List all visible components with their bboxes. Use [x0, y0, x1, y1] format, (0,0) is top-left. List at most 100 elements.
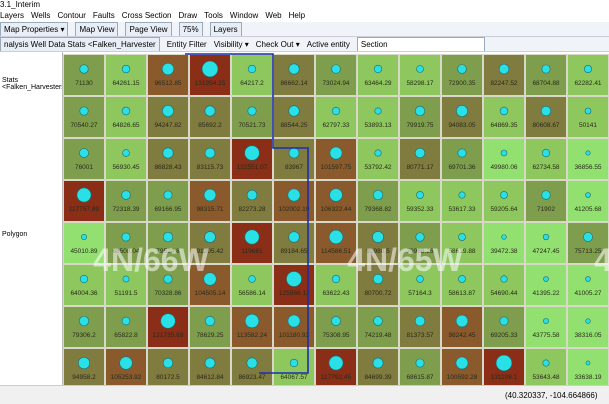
grid-cell: [189, 138, 231, 180]
cell-value: 84699.39: [364, 374, 391, 381]
cell-value: 70328.86: [154, 290, 181, 297]
cell-value: 98315.71: [196, 206, 223, 213]
well: [162, 105, 174, 117]
toolbar-button[interactable]: Entity Filter: [166, 40, 207, 49]
grid-cell: [399, 180, 441, 222]
well: [160, 313, 176, 329]
cell-value: 85692.2: [198, 122, 222, 129]
cell-value: 98242.45: [448, 332, 475, 339]
grid-cell: [483, 264, 525, 306]
grid-cell: [105, 222, 147, 264]
cell-value: 62797.33: [322, 122, 349, 129]
well: [585, 192, 591, 198]
well: [456, 105, 468, 117]
menu-item[interactable]: Window: [229, 11, 259, 20]
map: 71130 64261.15 96512.85 131954.25 64217.2 866…: [63, 53, 609, 385]
grid-cell: [105, 306, 147, 348]
grid-cell: [357, 222, 399, 264]
menu-item[interactable]: Faults: [92, 11, 115, 20]
toolbar-button[interactable]: Visibility ▾: [213, 40, 249, 49]
cell-value: 53643.48: [532, 374, 559, 381]
well: [583, 64, 593, 74]
cell-value: 68615.87: [406, 374, 433, 381]
grid-cell: [399, 264, 441, 306]
menu-item[interactable]: Help: [288, 11, 306, 20]
grid-cell: [567, 54, 609, 96]
well: [79, 274, 89, 284]
grid-cell: [525, 348, 567, 385]
well: [542, 233, 550, 241]
menu-item[interactable]: Contour: [57, 11, 86, 20]
well: [458, 191, 466, 199]
grid-cell: [147, 222, 189, 264]
grid-cell: [189, 96, 231, 138]
well: [416, 275, 424, 283]
well: [499, 106, 509, 116]
toolbar-button[interactable]: Layers: [209, 22, 242, 36]
cell-value: 104505.14: [195, 290, 226, 297]
grid-cell: [231, 180, 273, 222]
cell-value: 73024.94: [322, 80, 349, 87]
well: [540, 105, 552, 117]
cell-value: 39472.38: [490, 248, 517, 255]
cell-value: 70540.27: [70, 122, 97, 129]
grid-cell: [441, 96, 483, 138]
cell-value: 72318.39: [112, 206, 139, 213]
cell-value: 102002.19: [279, 206, 310, 213]
well: [542, 359, 550, 367]
cell-value: 84612.84: [196, 374, 223, 381]
well: [455, 356, 469, 370]
cell-value: 41005.27: [574, 290, 601, 297]
menu-item[interactable]: Cross Section: [121, 11, 172, 20]
grid-cell: [63, 222, 105, 264]
well: [373, 64, 383, 74]
grid-cell: [357, 348, 399, 385]
cell-value: 79306.2: [72, 332, 96, 339]
cell-value: 86828.43: [154, 164, 181, 171]
toolbar-button[interactable]: Active entity: [306, 40, 350, 49]
grid-cell: [189, 306, 231, 348]
cell-value: 63464.29: [364, 80, 391, 87]
cell-value: 38316.05: [574, 332, 601, 339]
cell-value: 101597.75: [321, 164, 352, 171]
grid-cell: [357, 54, 399, 96]
cell-value: 79524.8: [156, 248, 180, 255]
well: [248, 275, 256, 283]
coordinates: (40.320337, -104.664866): [505, 391, 598, 400]
cell-value: 131954.25: [195, 80, 226, 87]
toolbar-button[interactable]: Section: [356, 37, 485, 51]
cell-value: 45010.89: [70, 248, 97, 255]
grid-cell: [483, 306, 525, 348]
well: [121, 106, 131, 116]
cell-value: 81373.57: [406, 332, 433, 339]
well: [372, 357, 384, 369]
well: [498, 63, 510, 75]
well: [162, 231, 174, 243]
grid-cell: [483, 222, 525, 264]
cell-value: 41395.22: [532, 290, 559, 297]
menu-item[interactable]: Tools: [204, 11, 223, 20]
toolbar-button[interactable]: Map View: [75, 22, 119, 36]
toolbar-button[interactable]: Check Out ▾: [255, 40, 300, 49]
menu-bar: Layers Wells Contour Faults Cross Section Dra…: [0, 10, 609, 22]
toolbar-button[interactable]: Page View: [125, 22, 172, 36]
toolbar-button[interactable]: 75%: [178, 22, 203, 36]
cell-value: 100592.28: [447, 374, 478, 381]
toolbar-button[interactable]: nalysis Well Data Stats <Falken_Harveste…: [0, 37, 160, 51]
cell-value: 57164.3: [408, 290, 432, 297]
cell-value: 36856.55: [574, 164, 601, 171]
well: [414, 315, 426, 327]
cell-value: 71130: [75, 80, 93, 87]
menu-item[interactable]: Draw: [178, 11, 198, 20]
cell-value: 106322.44: [321, 206, 352, 213]
well: [246, 357, 258, 369]
toolbar-button[interactable]: Map Properties ▾: [0, 22, 69, 36]
menu-item[interactable]: Wells: [31, 11, 51, 20]
well: [541, 64, 551, 74]
well: [331, 106, 341, 116]
menu-item[interactable]: Web: [265, 11, 282, 20]
grid-cell: [189, 222, 231, 264]
well: [500, 149, 508, 157]
cell-value: 117792.45: [321, 374, 352, 381]
menu-item[interactable]: Layers: [0, 11, 25, 20]
